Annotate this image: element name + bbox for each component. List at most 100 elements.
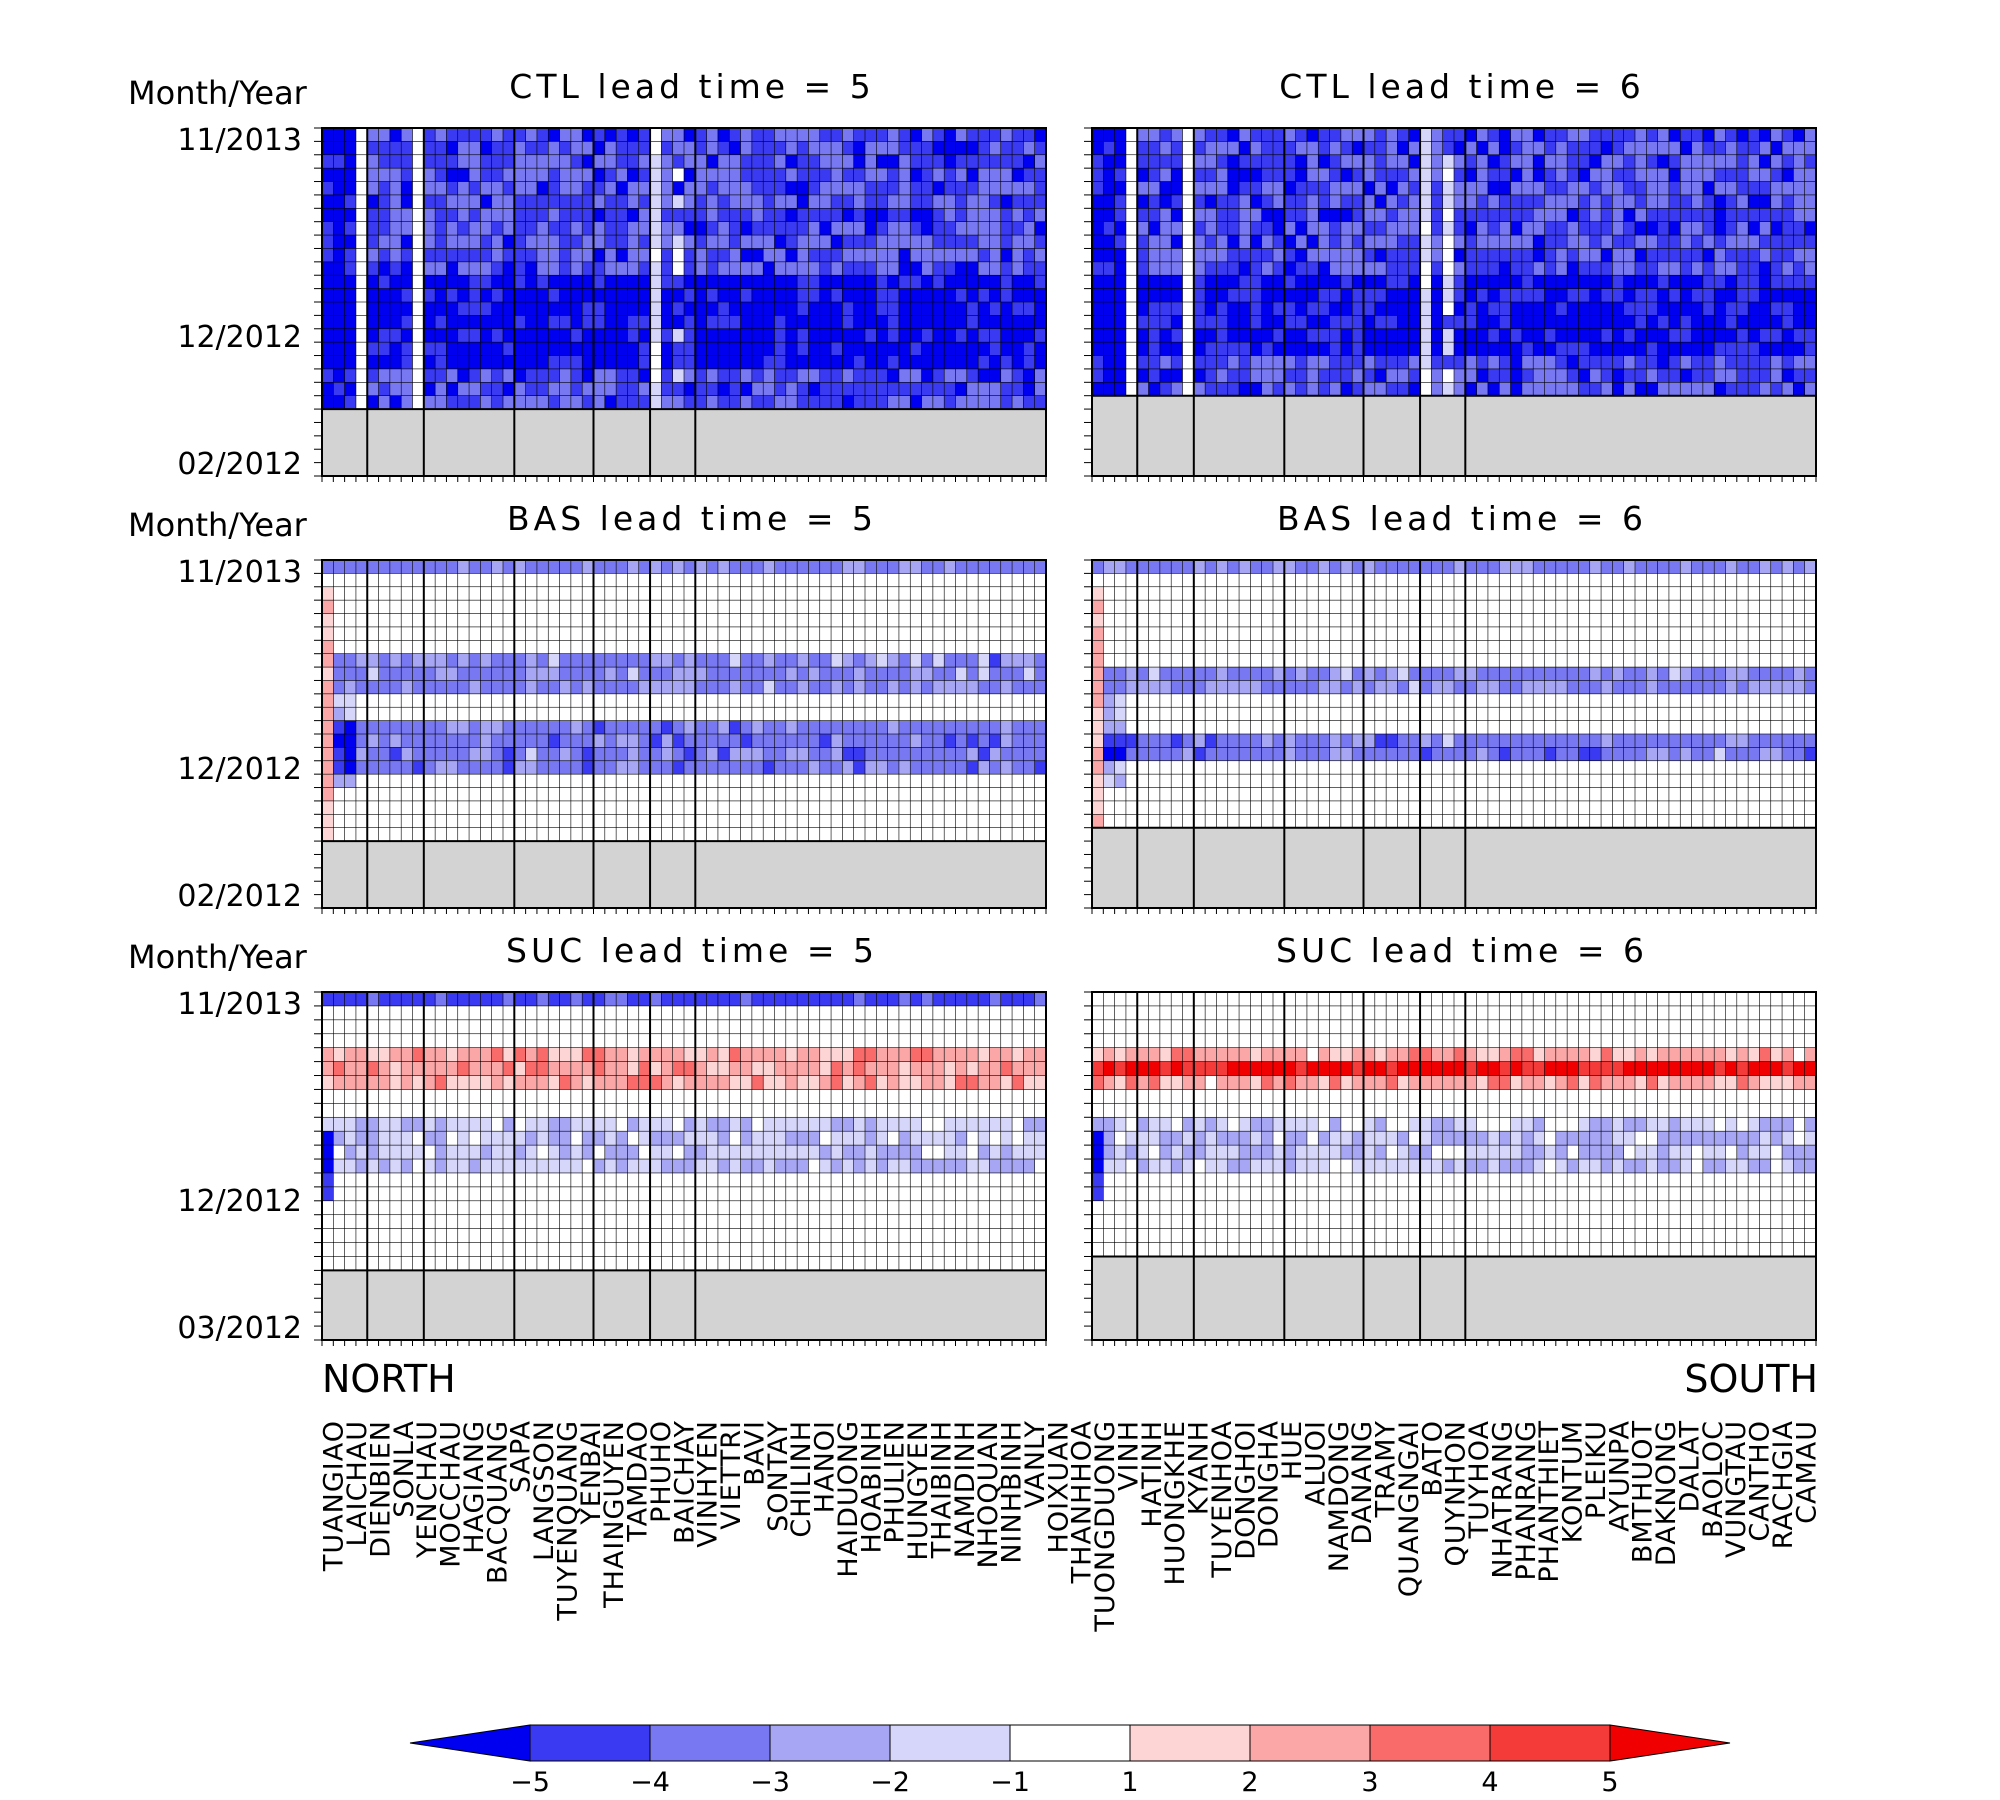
heatmap-cell [480,760,493,775]
heatmap-cell [593,141,606,156]
heatmap-cell [502,141,515,156]
heatmap-cell [1261,154,1274,169]
heatmap-cell [434,720,448,735]
heatmap-cell [1408,167,1421,183]
heatmap-cell [1261,355,1274,370]
heatmap-cell [1770,208,1783,223]
heatmap-cell [434,274,448,290]
heatmap-cell [615,141,629,156]
heatmap-cell [321,248,334,263]
heatmap-cell [1431,341,1444,357]
heatmap-cell [1725,141,1738,156]
heatmap-cell [842,395,855,410]
heatmap-cell [457,706,470,722]
heatmap-cell [808,720,821,735]
heatmap-cell [966,653,979,668]
y-tick-bottom: 02/2012 [177,879,302,914]
heatmap-cell [740,747,753,762]
heatmap-cell [864,773,877,789]
heatmap-cell [1646,613,1659,628]
heatmap-cell [321,274,334,290]
heatmap-cell [1317,315,1331,330]
heatmap-cell [389,827,402,842]
heatmap-cell [457,288,470,303]
heatmap-cell [830,599,843,615]
heatmap-cell [661,573,674,588]
heatmap-cell [1182,301,1195,316]
heatmap-cell [717,573,730,588]
heatmap-cell [1182,626,1195,641]
heatmap-cell [977,154,991,169]
heatmap-cell [457,693,470,708]
heatmap-cell [536,773,549,789]
heatmap-cell [1216,154,1229,169]
heatmap-cell [1759,167,1772,183]
heatmap-cell [853,355,866,370]
heatmap-cell [1261,613,1274,628]
heatmap-cell [921,208,934,223]
heatmap-cell [819,181,832,196]
heatmap-cell [1193,559,1206,574]
heatmap-cell [864,261,877,276]
heatmap-cell [1442,234,1455,250]
heatmap-cell [819,248,832,263]
heatmap-cell [819,693,832,708]
heatmap-cell [344,194,357,209]
heatmap-cell [1193,127,1206,142]
heatmap-cell [1487,194,1500,209]
heatmap-cell [400,301,414,316]
heatmap-cell [446,814,459,829]
heatmap-cell [683,747,696,762]
heatmap-cell [1431,194,1444,209]
heatmap-cell [547,328,561,343]
heatmap-cell [1023,328,1036,343]
heatmap-cell [1125,573,1138,588]
heatmap-cell [525,328,538,343]
heatmap-cell [559,773,572,789]
heatmap-cell [1442,194,1455,209]
heatmap-cell [491,733,504,748]
heatmap-cell [1646,248,1659,263]
heatmap-cell [525,760,538,775]
heatmap-cell [1702,626,1715,641]
heatmap-cell [514,653,527,668]
heatmap-cell [1431,181,1444,196]
heatmap-cell [1465,693,1478,708]
heatmap-cell [400,693,414,708]
heatmap-cell [366,760,380,775]
heatmap-cell [808,274,821,290]
heatmap-cell [1623,288,1636,303]
heatmap-cell [1159,368,1172,383]
heatmap-cell [898,368,911,383]
heatmap-cell [785,626,798,641]
heatmap-cell [366,368,380,383]
heatmap-cell [864,167,877,183]
heatmap-cell [1385,141,1399,156]
heatmap-cell [1634,640,1647,655]
heatmap-cell [1691,613,1704,628]
heatmap-cell [344,382,357,397]
heatmap-cell [1023,626,1036,641]
heatmap-cell [1804,234,1817,250]
heatmap-cell [1250,315,1263,330]
heatmap-cell [400,328,414,343]
heatmap-cell [570,382,583,397]
heatmap-cell [1306,288,1319,303]
heatmap-cell [842,680,855,695]
heatmap-cell [706,680,719,695]
heatmap-cell [468,368,481,383]
heatmap-cell [1612,194,1625,209]
heatmap-cell [1634,680,1647,695]
heatmap-cell [502,315,515,330]
heatmap-cell [808,773,821,789]
heatmap-cell [649,693,662,708]
heatmap-cell [717,127,730,142]
heatmap-cell [808,693,821,708]
heatmap-cell [1351,301,1365,316]
heatmap-cell [683,395,696,410]
heatmap-cell [921,814,934,829]
heatmap-cell [921,613,934,628]
heatmap-cell [1170,653,1184,668]
heatmap-cell [1759,127,1772,142]
heatmap-cell [1351,653,1365,668]
